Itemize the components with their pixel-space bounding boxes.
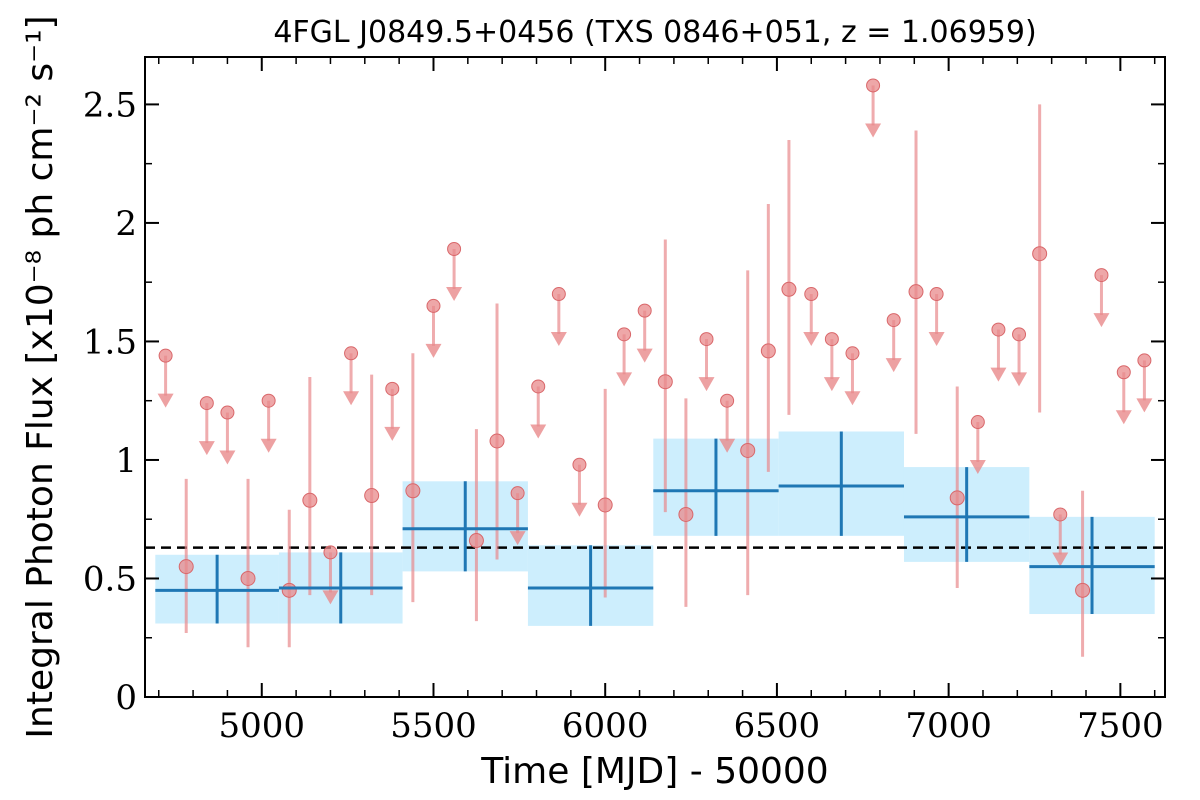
upper-limit-arrowhead (844, 391, 861, 406)
upper-limit-point (970, 415, 985, 430)
detection-point (405, 483, 421, 499)
chart-title: 4FGL J0849.5+0456 (TXS 0846+051, z = 1.0… (273, 15, 1036, 50)
upper-limit-point (720, 393, 735, 408)
upper-limit-arrowhead (530, 424, 547, 439)
detection-point (240, 570, 256, 586)
detection-point (1075, 582, 1091, 598)
upper-limit-point (158, 348, 173, 363)
x-tick-label: 5000 (219, 706, 306, 746)
upper-limit-arrowhead (885, 358, 902, 373)
y-axis-label: Integral Photon Flux [x10⁻⁸ ph cm⁻² s⁻¹] (20, 15, 61, 738)
upper-limit-arrowhead (260, 438, 277, 453)
detection-point (489, 433, 505, 449)
upper-limit-point (220, 405, 235, 420)
upper-limit-point (344, 346, 359, 361)
upper-limit-point (637, 303, 652, 318)
detection-point (364, 488, 380, 504)
upper-limit-point (510, 486, 525, 501)
upper-limit-point (929, 287, 944, 302)
upper-limit-point (1094, 268, 1109, 283)
upper-limit-point (261, 393, 276, 408)
x-axis-label: Time [MJD] - 50000 (480, 751, 828, 792)
upper-limit-arrowhead (990, 367, 1007, 382)
upper-limit-point (1137, 353, 1152, 368)
x-tick-label: 6500 (734, 706, 821, 746)
detection-point (781, 281, 797, 297)
upper-limit-point (1053, 507, 1068, 522)
detection-point (302, 492, 318, 508)
upper-limit-arrowhead (1136, 398, 1153, 413)
upper-limit-point (991, 322, 1006, 337)
upper-limit-point (824, 332, 839, 347)
detection-point (468, 533, 484, 549)
upper-limit-point (804, 287, 819, 302)
upper-limit-arrowhead (928, 332, 945, 347)
upper-limit-arrowhead (219, 450, 236, 465)
upper-limit-point (323, 545, 338, 560)
upper-limit-point (385, 381, 400, 396)
upper-limit-arrowhead (550, 332, 567, 347)
upper-limit-arrowhead (698, 377, 715, 392)
upper-limit-arrowhead (1093, 313, 1110, 328)
upper-limit-point (426, 298, 441, 313)
upper-limit-point (572, 457, 587, 472)
y-tick-label: 0.5 (83, 559, 137, 599)
upper-limit-point (617, 327, 632, 342)
y-tick-label: 2.5 (83, 85, 137, 125)
detection-point (678, 506, 694, 522)
upper-limit-arrowhead (865, 123, 882, 138)
detection-point (740, 442, 756, 458)
detection-point (178, 559, 194, 575)
upper-limit-point (699, 332, 714, 347)
upper-limit-arrowhead (384, 426, 401, 441)
upper-limit-arrowhead (719, 438, 736, 453)
upper-limit-arrowhead (823, 377, 840, 392)
y-tick-label: 1.5 (83, 322, 137, 362)
upper-limit-point (199, 396, 214, 411)
upper-limit-arrowhead (1115, 410, 1132, 425)
detection-point (1032, 246, 1048, 262)
detection-point (657, 374, 673, 390)
x-tick-label: 7000 (905, 706, 992, 746)
detection-point (281, 582, 297, 598)
upper-limit-arrowhead (425, 343, 442, 358)
detection-point (949, 490, 965, 506)
plot-frame (144, 56, 1166, 698)
upper-limit-point (886, 313, 901, 328)
upper-limit-arrowhead (616, 372, 633, 387)
upper-limit-point (531, 379, 546, 394)
upper-limit-point (447, 242, 462, 256)
detection-point (908, 284, 924, 300)
upper-limit-point (1116, 365, 1131, 380)
upper-limit-point (866, 78, 881, 93)
upper-limit-arrowhead (803, 332, 820, 347)
upper-limit-point (845, 346, 860, 361)
upper-limit-arrowhead (322, 590, 339, 605)
upper-limit-arrowhead (571, 502, 588, 517)
upper-limit-point (551, 287, 566, 302)
upper-limit-arrowhead (157, 393, 174, 408)
detection-point (597, 497, 613, 513)
upper-limit-arrowhead (509, 531, 526, 546)
upper-limit-arrowhead (198, 441, 215, 456)
x-tick-label: 7500 (1077, 706, 1164, 746)
x-tick-label: 5500 (390, 706, 477, 746)
upper-limit-arrowhead (446, 287, 463, 301)
upper-limit-arrowhead (343, 391, 360, 406)
detection-point (760, 343, 776, 359)
upper-limit-arrowhead (1011, 372, 1028, 387)
y-tick-label: 1 (115, 441, 137, 481)
upper-limit-arrowhead (636, 348, 653, 363)
upper-limit-point (1012, 327, 1027, 342)
x-tick-label: 6000 (562, 706, 649, 746)
y-tick-label: 2 (115, 204, 137, 244)
upper-limit-arrowhead (1052, 552, 1069, 567)
y-tick-label: 0 (115, 678, 137, 718)
upper-limit-arrowhead (969, 460, 986, 475)
